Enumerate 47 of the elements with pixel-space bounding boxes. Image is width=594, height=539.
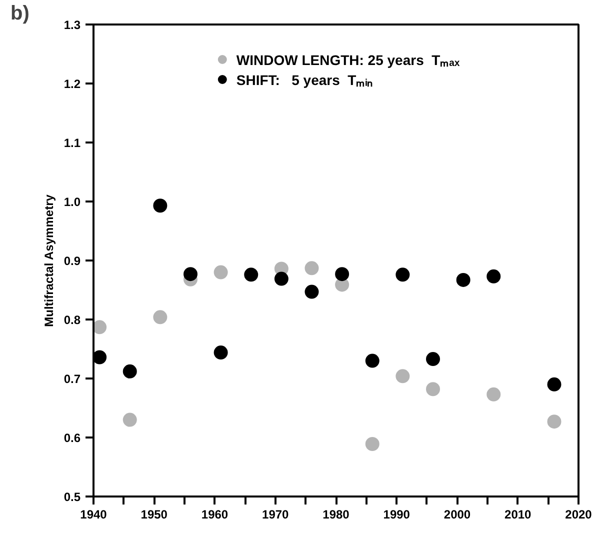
y-tick-label: 1.3 <box>64 18 81 32</box>
point <box>304 261 319 276</box>
x-tick-label: 2020 <box>565 508 592 522</box>
x-tick-label: 2000 <box>444 508 471 522</box>
point <box>547 414 562 429</box>
point <box>304 284 319 299</box>
x-tick-label: 1970 <box>262 508 290 522</box>
point <box>365 437 380 451</box>
y-tick-label: 1.2 <box>64 77 81 91</box>
point <box>122 364 137 378</box>
point <box>214 265 228 280</box>
text: b) <box>10 2 30 24</box>
y-tick-label: 0.6 <box>64 431 81 445</box>
point <box>153 198 168 213</box>
point <box>153 310 168 324</box>
x-tick-label: 1960 <box>201 508 228 522</box>
y-tick-label: 1.1 <box>64 136 81 150</box>
x-tick-label: 1940 <box>80 508 108 522</box>
y-tick-label: 0.7 <box>64 372 81 386</box>
x-tick-label: 1980 <box>322 508 350 522</box>
point <box>122 412 137 427</box>
point <box>365 354 380 368</box>
y-tick-label: 0.8 <box>64 313 81 327</box>
point <box>244 268 258 282</box>
point <box>94 350 107 364</box>
point <box>335 267 350 282</box>
point <box>456 272 470 287</box>
y-axis-title: Multifractal Asymmetry <box>42 194 56 327</box>
x-tick-label: 1950 <box>140 508 168 522</box>
legend-label: SHIFT: 5 years Tₘᵢₙ <box>236 70 374 88</box>
point <box>184 267 198 282</box>
x-tick-label: 1990 <box>383 508 410 522</box>
point <box>274 272 288 286</box>
point <box>486 387 501 402</box>
y-tick-label: 0.9 <box>64 254 81 268</box>
point <box>426 382 440 396</box>
x-tick-label: 2010 <box>504 508 532 522</box>
point <box>94 320 107 334</box>
point <box>396 268 410 282</box>
legend-label: WINDOW LENGTH: 25 years Tₘₐₓ <box>236 50 460 68</box>
y-tick-label: 1.0 <box>64 195 81 209</box>
point <box>396 369 410 384</box>
point <box>547 377 562 392</box>
y-tick-label: 0.5 <box>64 490 81 504</box>
point <box>214 346 228 360</box>
point <box>486 269 501 284</box>
point <box>426 352 440 366</box>
